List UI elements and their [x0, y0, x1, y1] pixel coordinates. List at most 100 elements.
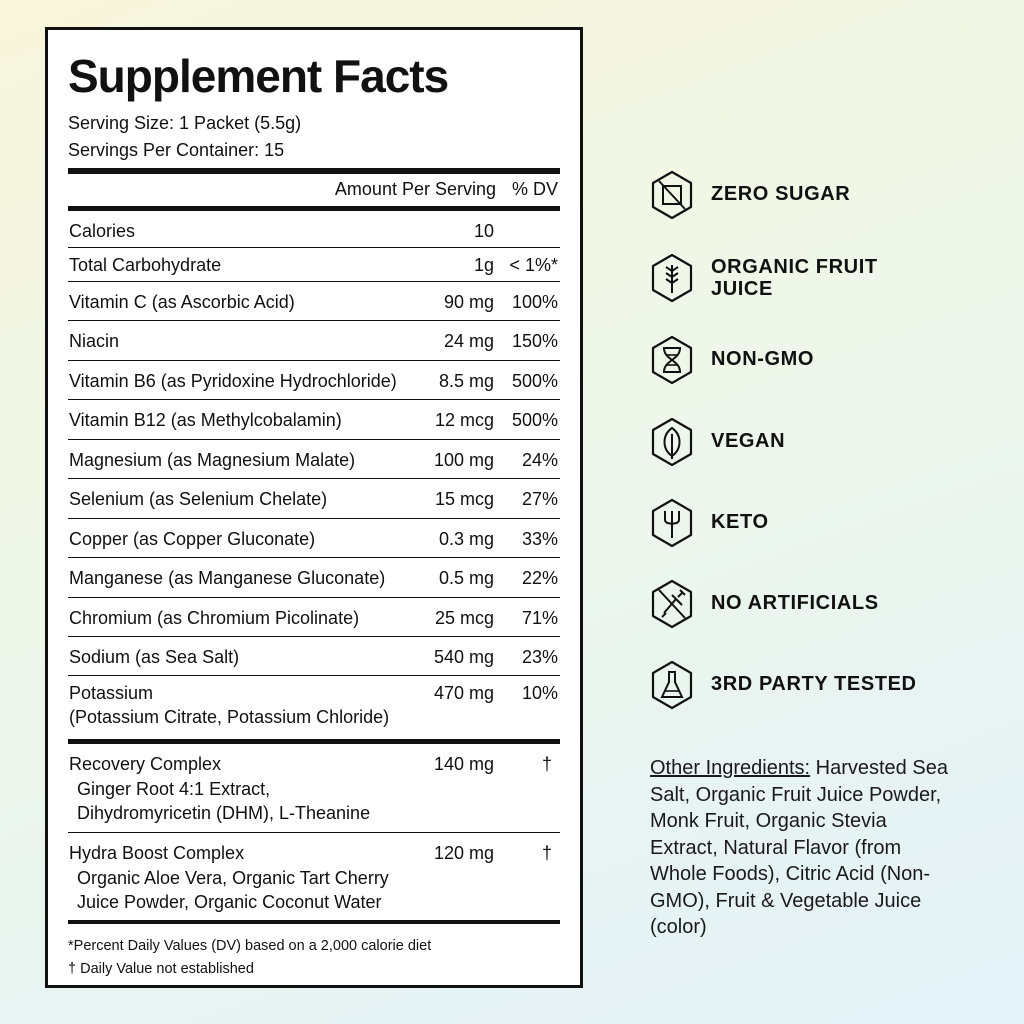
nutrient-row: Potassium (Potassium Citrate, Potassium C…: [68, 676, 560, 739]
nutrient-dv: 500%: [511, 371, 558, 391]
nutrient-amount: 100 mg: [433, 450, 494, 470]
nutrient-amount: 24 mg: [443, 331, 494, 351]
nutrient-amount: 10: [473, 221, 494, 241]
claim-label: KETO: [711, 511, 769, 533]
complex-row: Hydra Boost Complex Organic Aloe Vera, Or…: [68, 833, 560, 920]
nutrient-name: Chromium (as Chromium Picolinate): [69, 608, 360, 628]
claim-label: ORGANIC FRUIT JUICE: [711, 256, 878, 300]
nutrient-name: Magnesium (as Magnesium Malate): [69, 450, 356, 470]
nutrient-dv: 100%: [511, 292, 558, 312]
nutrient-row: Magnesium (as Magnesium Malate) 100 mg 24%: [68, 440, 560, 479]
complex-ingredients: Juice Powder, Organic Coconut Water: [77, 892, 382, 912]
claim-label: NO ARTIFICIALS: [711, 592, 879, 614]
claim-label: NON-GMO: [711, 348, 815, 370]
footnote-dv: *Percent Daily Values (DV) based on a 2,…: [68, 938, 432, 954]
nutrient-name: Potassium: [69, 683, 154, 703]
nutrient-row: Calories 10: [68, 213, 560, 248]
complex-amount: 120 mg: [433, 843, 494, 863]
nutrient-row: Vitamin C (as Ascorbic Acid) 90 mg 100%: [68, 282, 560, 321]
nutrient-amount: 8.5 mg: [438, 371, 494, 391]
thick-divider: [68, 739, 560, 744]
nutrient-name: Sodium (as Sea Salt): [69, 647, 240, 667]
nutrient-dv: < 1%*: [509, 255, 558, 275]
nutrient-amount: 12 mcg: [434, 410, 494, 430]
complex-ingredients: Ginger Root 4:1 Extract,: [77, 779, 271, 799]
nutrient-row: Manganese (as Manganese Gluconate) 0.5 mg…: [68, 558, 560, 598]
leaf-icon: [650, 417, 694, 467]
complex-dv: †: [541, 754, 552, 774]
dna-icon: [650, 335, 694, 385]
nutrient-row: Chromium (as Chromium Picolinate) 25 mcg 7…: [68, 598, 560, 637]
nutrient-row: Vitamin B12 (as Methylcobalamin) 12 mcg 50…: [68, 400, 560, 440]
nutrient-amount: 90 mg: [443, 292, 494, 312]
serving-size: Serving Size: 1 Packet (5.5g): [68, 113, 302, 133]
nutrient-dv: 33%: [521, 529, 558, 549]
claim-item: KETO: [650, 498, 970, 548]
nutrient-dv: 10%: [521, 683, 558, 703]
nutrient-dv: 500%: [511, 410, 558, 430]
nutrient-row: Vitamin B6 (as Pyridoxine Hydrochloride)…: [68, 361, 560, 400]
claim-label: ZERO SUGAR: [711, 183, 851, 205]
claim-label: 3RD PARTY TESTED: [711, 673, 917, 695]
nutrient-dv: 27%: [521, 489, 558, 509]
nutrient-row: Selenium (as Selenium Chelate) 15 mcg 27%: [68, 479, 560, 519]
fork-icon: [650, 498, 694, 548]
nutrient-dv: 24%: [521, 450, 558, 470]
nutrient-name: Calories: [69, 221, 136, 241]
thick-divider: [68, 920, 560, 924]
facts-title: Supplement Facts: [68, 50, 449, 102]
complex-row: Recovery Complex Ginger Root 4:1 Extract,…: [68, 744, 560, 833]
other-ingredients: Other Ingredients: Harvested Sea Salt, O…: [650, 755, 950, 941]
nutrient-name: Vitamin B6 (as Pyridoxine Hydrochloride): [69, 371, 397, 391]
nutrient-amount: 15 mcg: [434, 489, 494, 509]
claim-item: VEGAN: [650, 417, 970, 467]
claim-item: 3RD PARTY TESTED: [650, 660, 970, 710]
nutrient-row: Total Carbohydrate 1g < 1%*: [68, 248, 560, 282]
footnote-dagger: † Daily Value not established: [68, 961, 254, 977]
supplement-facts-panel: Supplement Facts Serving Size: 1 Packet …: [45, 27, 583, 988]
servings-per-container: Servings Per Container: 15: [68, 140, 285, 160]
nutrient-name: Total Carbohydrate: [69, 255, 222, 275]
other-ingredients-heading: Other Ingredients:: [650, 757, 811, 779]
nutrient-dv: 71%: [521, 608, 558, 628]
nutrient-name: Vitamin C (as Ascorbic Acid): [69, 292, 295, 312]
nutrient-name: Vitamin B12 (as Methylcobalamin): [69, 410, 342, 430]
thick-divider: [68, 168, 560, 174]
claim-item: ZERO SUGAR: [650, 170, 970, 220]
nutrient-name: Selenium (as Selenium Chelate): [69, 489, 328, 509]
complex-ingredients: Organic Aloe Vera, Organic Tart Cherry: [77, 868, 389, 888]
nutrient-name: Manganese (as Manganese Gluconate): [69, 568, 386, 588]
claim-item: NON-GMO: [650, 335, 970, 385]
complex-name: Recovery Complex: [69, 754, 222, 774]
complex-name: Hydra Boost Complex: [69, 843, 245, 863]
other-ingredients-text: Harvested Sea Salt, Organic Fruit Juice …: [650, 757, 948, 938]
header-amount: Amount Per Serving: [334, 179, 496, 199]
nutrient-amount: 0.3 mg: [438, 529, 494, 549]
nutrient-amount: 25 mcg: [434, 608, 494, 628]
nutrient-dv: 22%: [521, 568, 558, 588]
flask-icon: [650, 660, 694, 710]
nutrient-dv: 23%: [521, 647, 558, 667]
nutrient-row: Copper (as Copper Gluconate) 0.3 mg 33%: [68, 519, 560, 558]
thick-divider: [68, 206, 560, 211]
claim-item: ORGANIC FRUIT JUICE: [650, 253, 970, 303]
claim-label: VEGAN: [711, 430, 786, 452]
complex-amount: 140 mg: [433, 754, 494, 774]
header-dv: % DV: [511, 179, 558, 199]
nutrient-amount: 540 mg: [433, 647, 494, 667]
nutrient-amount: 1g: [473, 255, 494, 275]
wheat-icon: [650, 253, 694, 303]
nutrient-amount: 470 mg: [433, 683, 494, 703]
nutrient-name: Copper (as Copper Gluconate): [69, 529, 316, 549]
no-sugar-icon: [650, 170, 694, 220]
nutrient-name: Niacin: [69, 331, 120, 351]
complex-dv: †: [541, 843, 552, 863]
nutrient-dv: 150%: [511, 331, 558, 351]
nutrient-sub: (Potassium Citrate, Potassium Chloride): [69, 707, 390, 727]
nutrient-row: Sodium (as Sea Salt) 540 mg 23%: [68, 637, 560, 676]
claim-item: NO ARTIFICIALS: [650, 579, 970, 629]
nutrient-row: Niacin 24 mg 150%: [68, 321, 560, 361]
nutrient-amount: 0.5 mg: [438, 568, 494, 588]
complex-ingredients: Dihydromyricetin (DHM), L-Theanine: [77, 803, 371, 823]
header-row: Amount Per Serving % DV: [68, 179, 560, 203]
